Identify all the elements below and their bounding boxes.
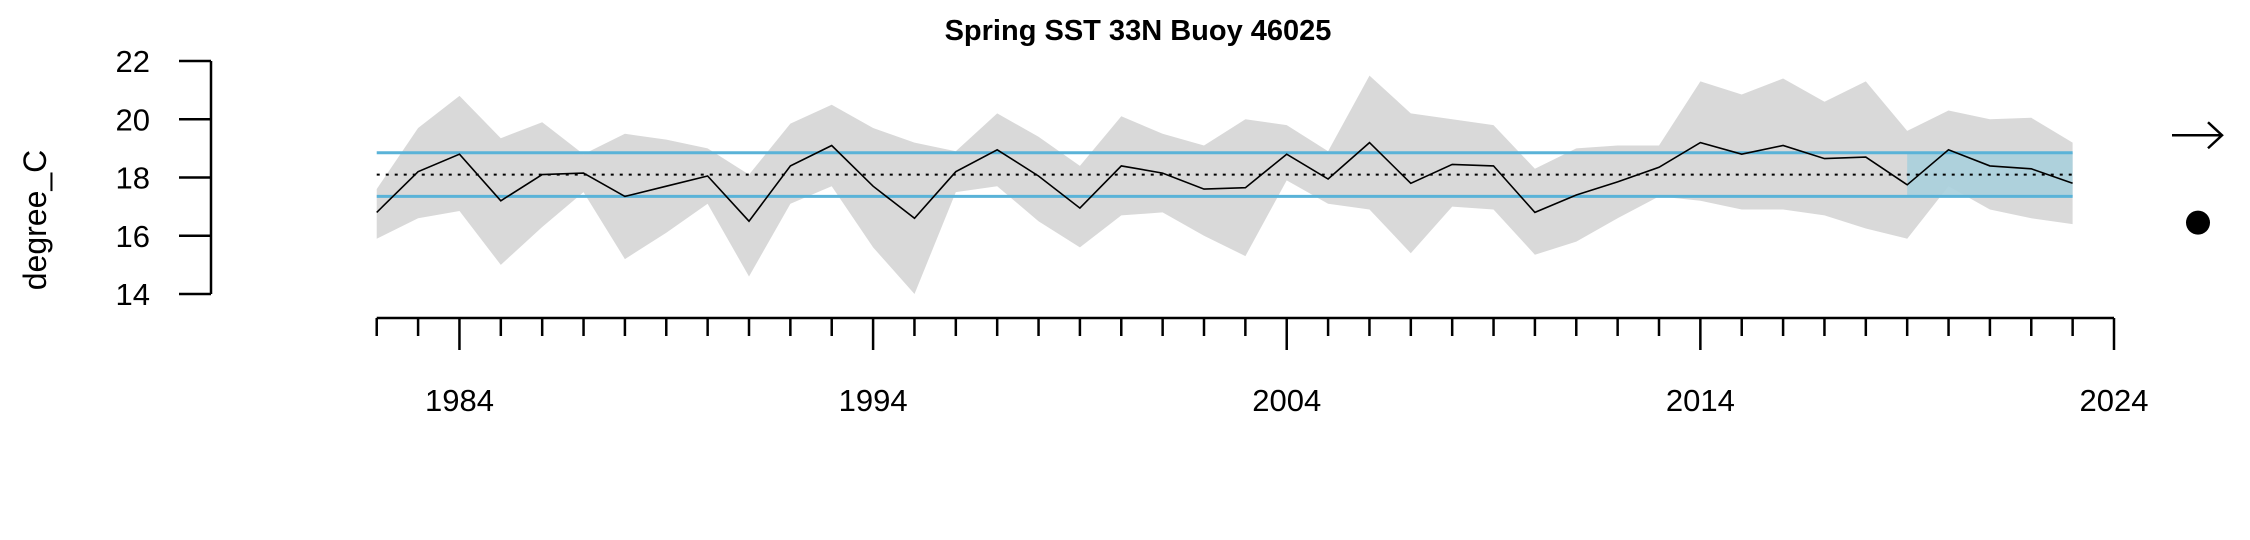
y-tick-label: 14 xyxy=(116,277,150,312)
trend-arrow-icon xyxy=(2172,121,2224,150)
y-axis-label: degree_C xyxy=(17,150,53,291)
x-axis: 1984 1994 2004 2014 2024 xyxy=(375,316,2149,418)
reference-lines-layer xyxy=(376,151,2073,198)
y-tick-label: 18 xyxy=(116,161,150,196)
y-axis: 14 16 18 20 22 xyxy=(116,44,213,312)
x-tick-label: 1984 xyxy=(425,383,494,418)
y-tick-label: 16 xyxy=(116,219,150,254)
x-tick-label: 2024 xyxy=(2080,383,2149,418)
y-tick-label: 20 xyxy=(116,102,150,137)
x-tick-label: 2004 xyxy=(1252,383,1321,418)
x-tick-label: 2014 xyxy=(1666,383,1735,418)
mean-indicator-icon xyxy=(2186,210,2210,235)
series-layer xyxy=(376,141,2073,223)
chart-title: Spring SST 33N Buoy 46025 xyxy=(945,15,1332,47)
series-line xyxy=(376,141,2073,223)
uncertainty-band-layer xyxy=(376,75,2073,294)
x-tick-label: 1994 xyxy=(839,383,908,418)
uncertainty-band xyxy=(376,75,2073,294)
indicators xyxy=(2172,121,2224,235)
y-tick-label: 22 xyxy=(116,44,150,79)
